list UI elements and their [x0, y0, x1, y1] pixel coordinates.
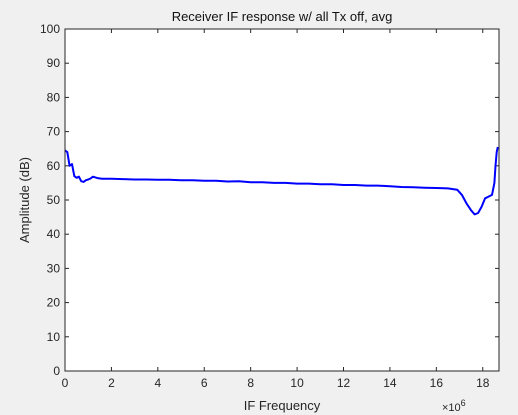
y-tick-label: 50: [47, 193, 61, 207]
x-exponent-base: ×10: [442, 402, 461, 414]
y-tick-label: 40: [47, 227, 61, 241]
x-tick-label: 0: [62, 376, 69, 390]
axes-background: [65, 29, 499, 371]
y-tick-label: 30: [47, 261, 61, 275]
y-tick-label: 10: [47, 330, 61, 344]
x-tick-label: 10: [290, 376, 304, 390]
y-tick-label: 60: [47, 159, 61, 173]
x-tick-label: 4: [154, 376, 161, 390]
x-tick-label: 6: [201, 376, 208, 390]
x-exponent-label: ×106: [442, 398, 466, 414]
x-tick-label: 16: [430, 376, 444, 390]
tick-layer: 0 2 4 6 8 10 12 14 16 18 0 10 20 30 40 50 60 70 80 90 100: [40, 22, 499, 390]
axes-box: [64, 28, 500, 372]
x-tick-label: 12: [337, 376, 351, 390]
x-axis-label: IF Frequency: [244, 398, 321, 413]
y-tick-label: 70: [47, 125, 61, 139]
x-tick-label: 2: [108, 376, 115, 390]
x-exponent-power: 6: [461, 398, 466, 408]
x-tick-label: 8: [247, 376, 254, 390]
chart-title: Receiver IF response w/ all Tx off, avg: [172, 9, 393, 24]
y-tick-label: 80: [47, 90, 61, 104]
y-tick-label: 20: [47, 296, 61, 310]
x-tick-label: 14: [383, 376, 397, 390]
y-tick-label: 0: [53, 364, 60, 378]
x-tick-label: 18: [476, 376, 490, 390]
y-axis-label: Amplitude (dB): [17, 157, 32, 243]
series-line: [64, 146, 499, 216]
y-tick-label: 90: [47, 56, 61, 70]
y-tick-label: 100: [40, 22, 60, 36]
